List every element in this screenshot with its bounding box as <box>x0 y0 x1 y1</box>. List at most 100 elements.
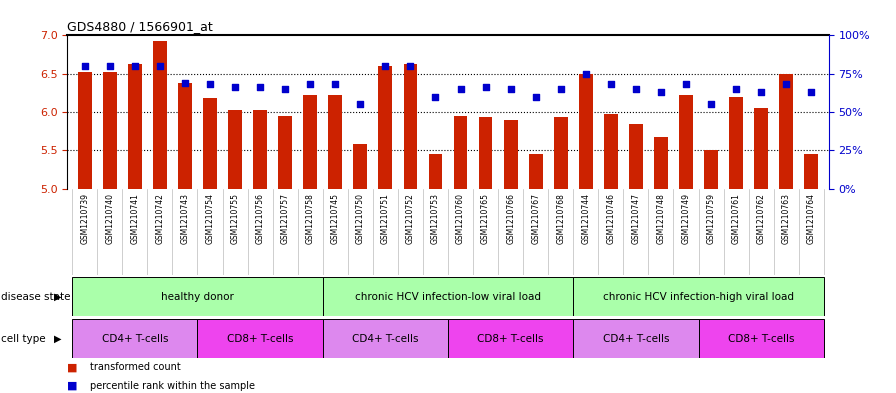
Bar <box>629 123 642 189</box>
Bar <box>699 319 823 358</box>
Point <box>604 81 618 88</box>
Text: GSM1210744: GSM1210744 <box>582 193 590 244</box>
Point <box>202 81 217 88</box>
Text: GSM1210763: GSM1210763 <box>781 193 790 244</box>
Point <box>127 63 142 69</box>
Text: GSM1210756: GSM1210756 <box>255 193 264 244</box>
Text: GSM1210762: GSM1210762 <box>756 193 766 244</box>
Text: GSM1210767: GSM1210767 <box>531 193 540 244</box>
Text: GSM1210765: GSM1210765 <box>481 193 490 244</box>
Text: ▶: ▶ <box>54 334 61 344</box>
Text: CD8+ T-cells: CD8+ T-cells <box>728 334 795 344</box>
Bar <box>554 118 568 189</box>
Bar <box>403 64 418 189</box>
Text: GSM1210753: GSM1210753 <box>431 193 440 244</box>
Bar <box>103 72 116 189</box>
Bar <box>378 66 392 189</box>
Text: GSM1210747: GSM1210747 <box>632 193 641 244</box>
Bar <box>780 73 793 189</box>
Text: GSM1210761: GSM1210761 <box>732 193 741 244</box>
Text: ■: ■ <box>67 362 78 373</box>
Bar <box>478 118 493 189</box>
Text: CD4+ T-cells: CD4+ T-cells <box>603 334 669 344</box>
Text: CD4+ T-cells: CD4+ T-cells <box>101 334 168 344</box>
Point <box>328 81 342 88</box>
Text: transformed count: transformed count <box>90 362 180 373</box>
Text: GSM1210759: GSM1210759 <box>707 193 716 244</box>
Text: ▶: ▶ <box>54 292 61 302</box>
Bar <box>729 97 743 189</box>
Bar <box>604 114 617 189</box>
Point <box>804 89 818 95</box>
Bar <box>579 73 592 189</box>
Bar <box>178 83 192 189</box>
Bar <box>73 277 323 316</box>
Bar <box>654 136 668 189</box>
Point <box>303 81 317 88</box>
Bar <box>128 64 142 189</box>
Text: GSM1210752: GSM1210752 <box>406 193 415 244</box>
Point <box>428 94 443 100</box>
Point <box>353 101 367 107</box>
Text: GDS4880 / 1566901_at: GDS4880 / 1566901_at <box>67 20 213 33</box>
Text: GSM1210742: GSM1210742 <box>155 193 164 244</box>
Text: GSM1210750: GSM1210750 <box>356 193 365 244</box>
Bar <box>197 319 323 358</box>
Point <box>554 86 568 92</box>
Bar <box>754 108 768 189</box>
Bar <box>504 119 518 189</box>
Point <box>478 84 493 91</box>
Bar <box>353 144 367 189</box>
Point <box>378 63 392 69</box>
Bar <box>78 72 91 189</box>
Text: GSM1210749: GSM1210749 <box>682 193 691 244</box>
Point <box>754 89 769 95</box>
Text: ■: ■ <box>67 381 78 391</box>
Text: GSM1210741: GSM1210741 <box>130 193 140 244</box>
Text: percentile rank within the sample: percentile rank within the sample <box>90 381 254 391</box>
Point <box>278 86 292 92</box>
Point <box>78 63 92 69</box>
Text: GSM1210760: GSM1210760 <box>456 193 465 244</box>
Text: disease state: disease state <box>1 292 71 302</box>
Point <box>729 86 744 92</box>
Text: GSM1210751: GSM1210751 <box>381 193 390 244</box>
Text: GSM1210764: GSM1210764 <box>806 193 815 244</box>
Point <box>103 63 117 69</box>
Bar <box>428 154 443 189</box>
Point <box>152 63 167 69</box>
Bar <box>453 116 468 189</box>
Bar <box>679 95 693 189</box>
Bar <box>73 319 197 358</box>
Point <box>453 86 468 92</box>
Point <box>529 94 543 100</box>
Point <box>579 70 593 77</box>
Text: GSM1210743: GSM1210743 <box>180 193 189 244</box>
Text: GSM1210758: GSM1210758 <box>306 193 314 244</box>
Point <box>654 89 668 95</box>
Bar <box>254 110 267 189</box>
Text: chronic HCV infection-low viral load: chronic HCV infection-low viral load <box>355 292 541 302</box>
Bar <box>323 277 573 316</box>
Bar <box>153 41 167 189</box>
Text: GSM1210748: GSM1210748 <box>657 193 666 244</box>
Bar <box>529 154 543 189</box>
Point <box>403 63 418 69</box>
Bar <box>228 110 242 189</box>
Text: GSM1210740: GSM1210740 <box>106 193 115 244</box>
Bar <box>304 95 317 189</box>
Bar <box>328 95 342 189</box>
Bar <box>704 150 718 189</box>
Bar <box>573 277 823 316</box>
Text: GSM1210754: GSM1210754 <box>205 193 214 244</box>
Text: CD4+ T-cells: CD4+ T-cells <box>352 334 418 344</box>
Text: GSM1210739: GSM1210739 <box>81 193 90 244</box>
Point <box>177 80 192 86</box>
Bar <box>805 154 818 189</box>
Point <box>629 86 643 92</box>
Point <box>679 81 694 88</box>
Text: CD8+ T-cells: CD8+ T-cells <box>227 334 293 344</box>
Point <box>253 84 267 91</box>
Text: chronic HCV infection-high viral load: chronic HCV infection-high viral load <box>603 292 794 302</box>
Text: GSM1210755: GSM1210755 <box>230 193 239 244</box>
